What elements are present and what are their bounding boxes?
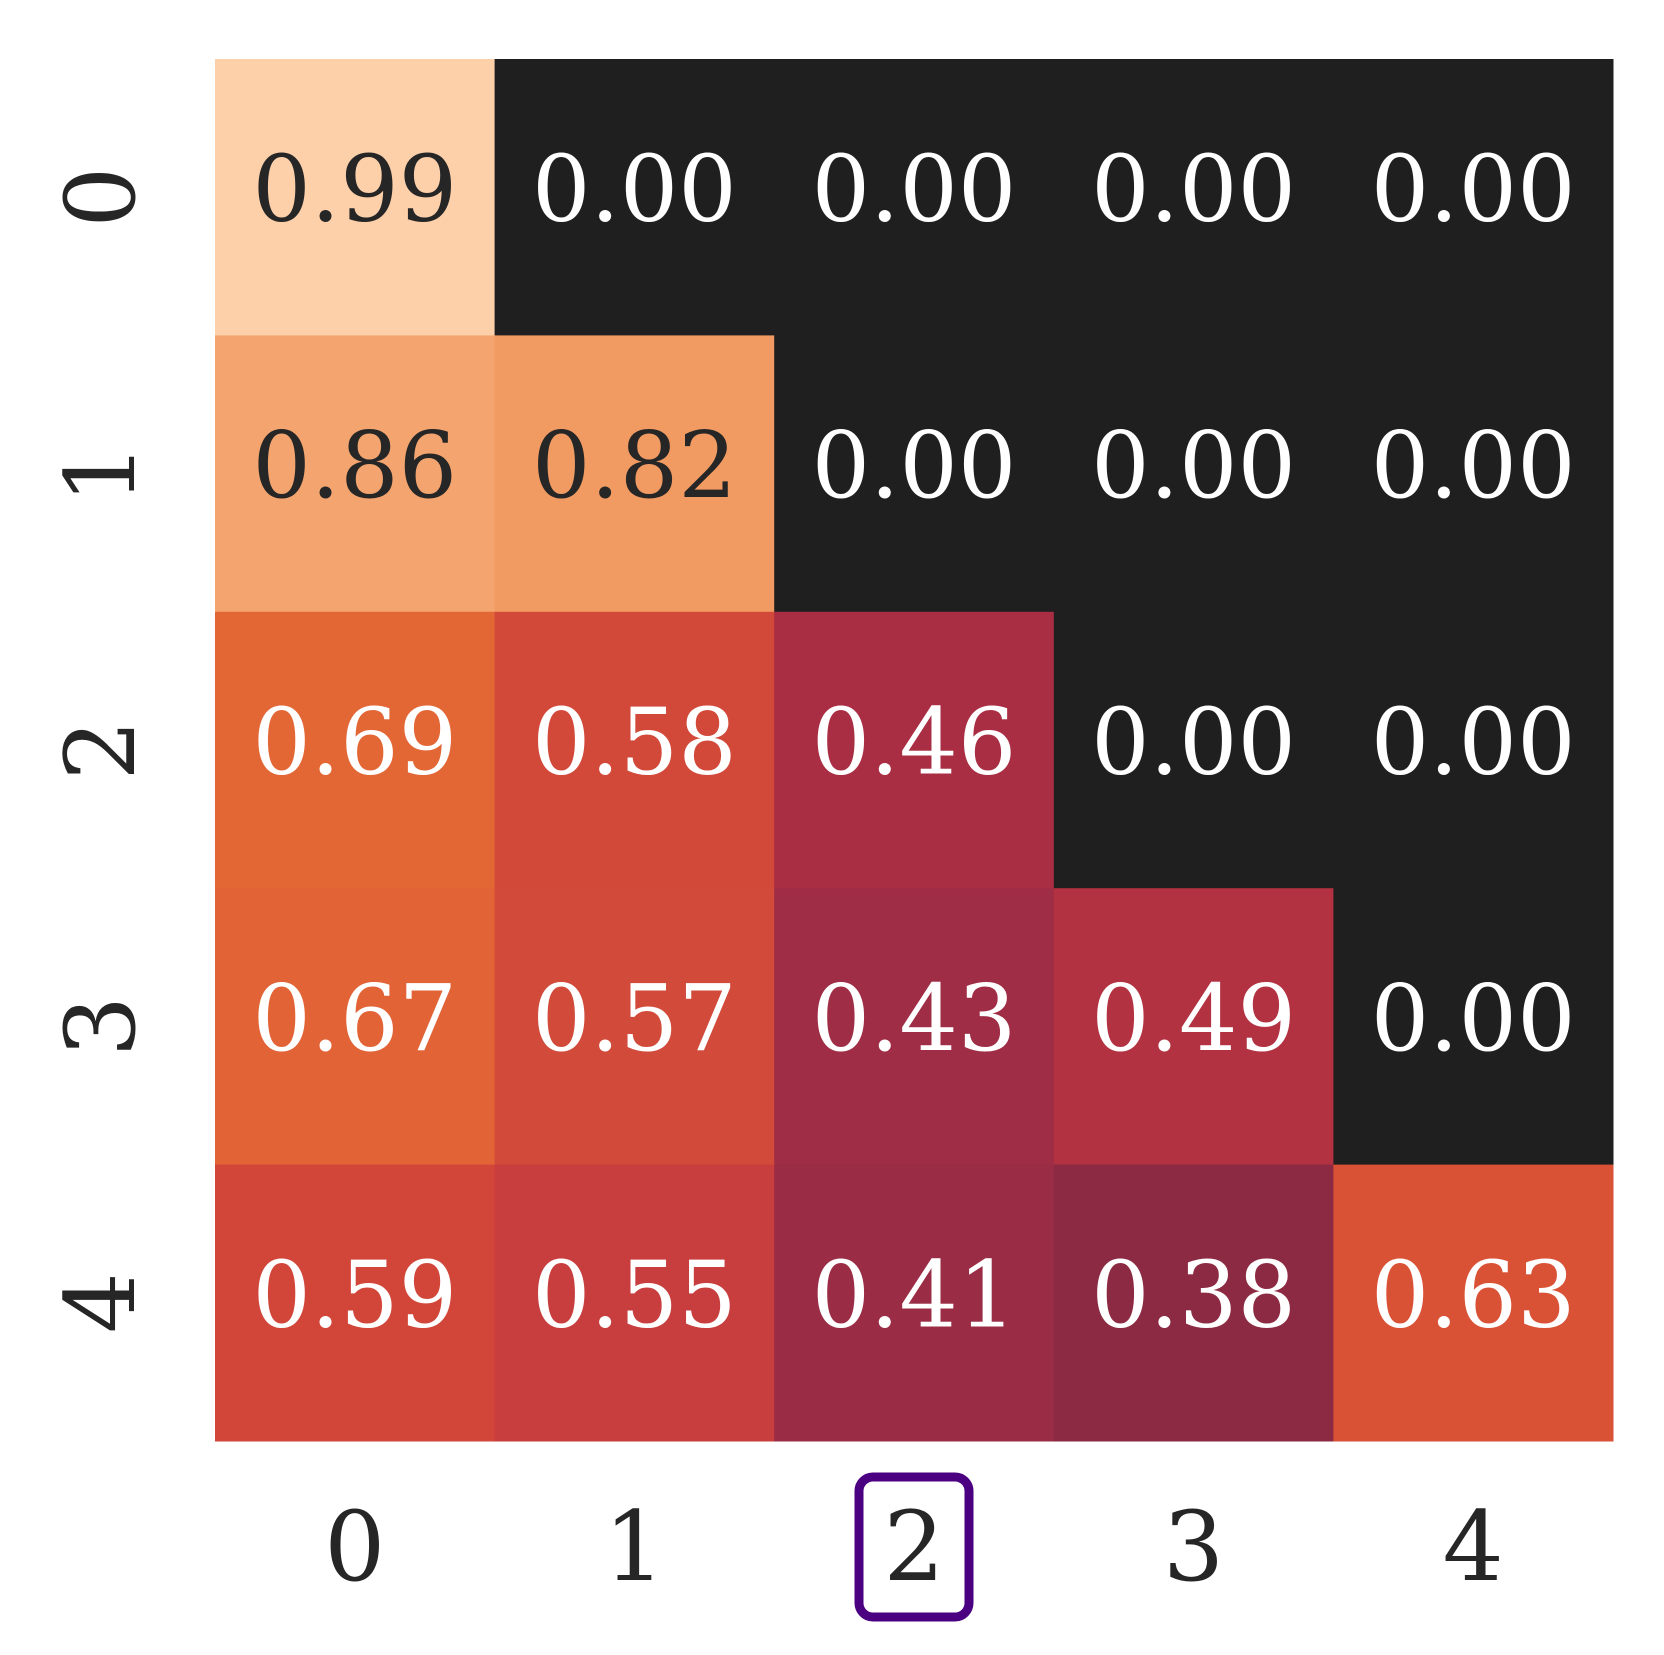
cell-label: 0.55: [532, 1241, 737, 1348]
heatmap-cell: [1333, 335, 1614, 613]
cell-label: 0.00: [812, 136, 1017, 243]
heatmap-cell: [1053, 1164, 1334, 1442]
cell-label: 0.58: [532, 689, 737, 796]
cell-label: 0.82: [532, 412, 737, 519]
heatmap-cell: [494, 611, 775, 889]
cell-label: 0.46: [812, 689, 1017, 796]
cell-label: 0.49: [1091, 965, 1296, 1072]
y-tick-label: 2: [45, 719, 157, 780]
x-tick-label: 4: [1443, 1491, 1504, 1603]
heatmap-cell: [1053, 59, 1334, 336]
cell-label: 0.00: [1371, 965, 1576, 1072]
y-tick-label: 3: [45, 996, 157, 1057]
heatmap-cell: [774, 611, 1055, 889]
heatmap-cell: [774, 335, 1055, 613]
cell-label: 0.69: [252, 689, 457, 796]
heatmap-cell: [494, 1164, 775, 1442]
cell-label: 0.00: [1091, 689, 1296, 796]
cell-label: 0.63: [1371, 1241, 1576, 1348]
cell-label: 0.99: [252, 136, 457, 243]
cell-label: 0.00: [1371, 412, 1576, 519]
heatmap-cell: [1053, 888, 1334, 1166]
cell-label: 0.38: [1091, 1241, 1296, 1348]
cell-label: 0.41: [812, 1241, 1017, 1348]
heatmap-cell: [215, 888, 496, 1166]
heatmap-cell: [494, 888, 775, 1166]
heatmap-cell: [1053, 335, 1334, 613]
heatmap-cell: [1333, 1164, 1614, 1442]
cell-label: 0.00: [1371, 136, 1576, 243]
heatmap-cell: [1333, 611, 1614, 889]
heatmap-cell: [774, 1164, 1055, 1442]
y-tick-label: 1: [45, 443, 157, 504]
cell-label: 0.00: [1091, 412, 1296, 519]
cell-label: 0.86: [252, 412, 457, 519]
cell-label: 0.57: [532, 965, 737, 1072]
cell-label: 0.43: [812, 965, 1017, 1072]
heatmap-cell: [215, 1164, 496, 1442]
heatmap-cell: [1053, 611, 1334, 889]
heatmap-cell: [774, 59, 1055, 336]
cell-label: 0.00: [812, 412, 1017, 519]
heatmap-cell: [215, 335, 496, 613]
heatmap-cell: [774, 888, 1055, 1166]
heatmap-cell: [494, 59, 775, 336]
cell-label: 0.00: [532, 136, 737, 243]
heatmap-cell: [215, 59, 496, 336]
y-tick-label: 0: [45, 167, 157, 228]
heatmap-cell: [494, 335, 775, 613]
x-tick-label: 0: [324, 1491, 385, 1603]
cell-label: 0.67: [252, 965, 457, 1072]
tick-highlight: [854, 1472, 974, 1622]
heatmap-cell: [1333, 59, 1614, 336]
heatmap-cell: [1333, 888, 1614, 1166]
cell-label: 0.59: [252, 1241, 457, 1348]
cell-label: 0.00: [1091, 136, 1296, 243]
x-tick-label: 1: [604, 1491, 665, 1603]
x-tick-label: 2: [883, 1491, 944, 1603]
y-tick-label: 4: [45, 1272, 157, 1333]
cell-label: 0.00: [1371, 689, 1576, 796]
heatmap-cell: [215, 611, 496, 889]
x-tick-label: 3: [1163, 1491, 1224, 1603]
